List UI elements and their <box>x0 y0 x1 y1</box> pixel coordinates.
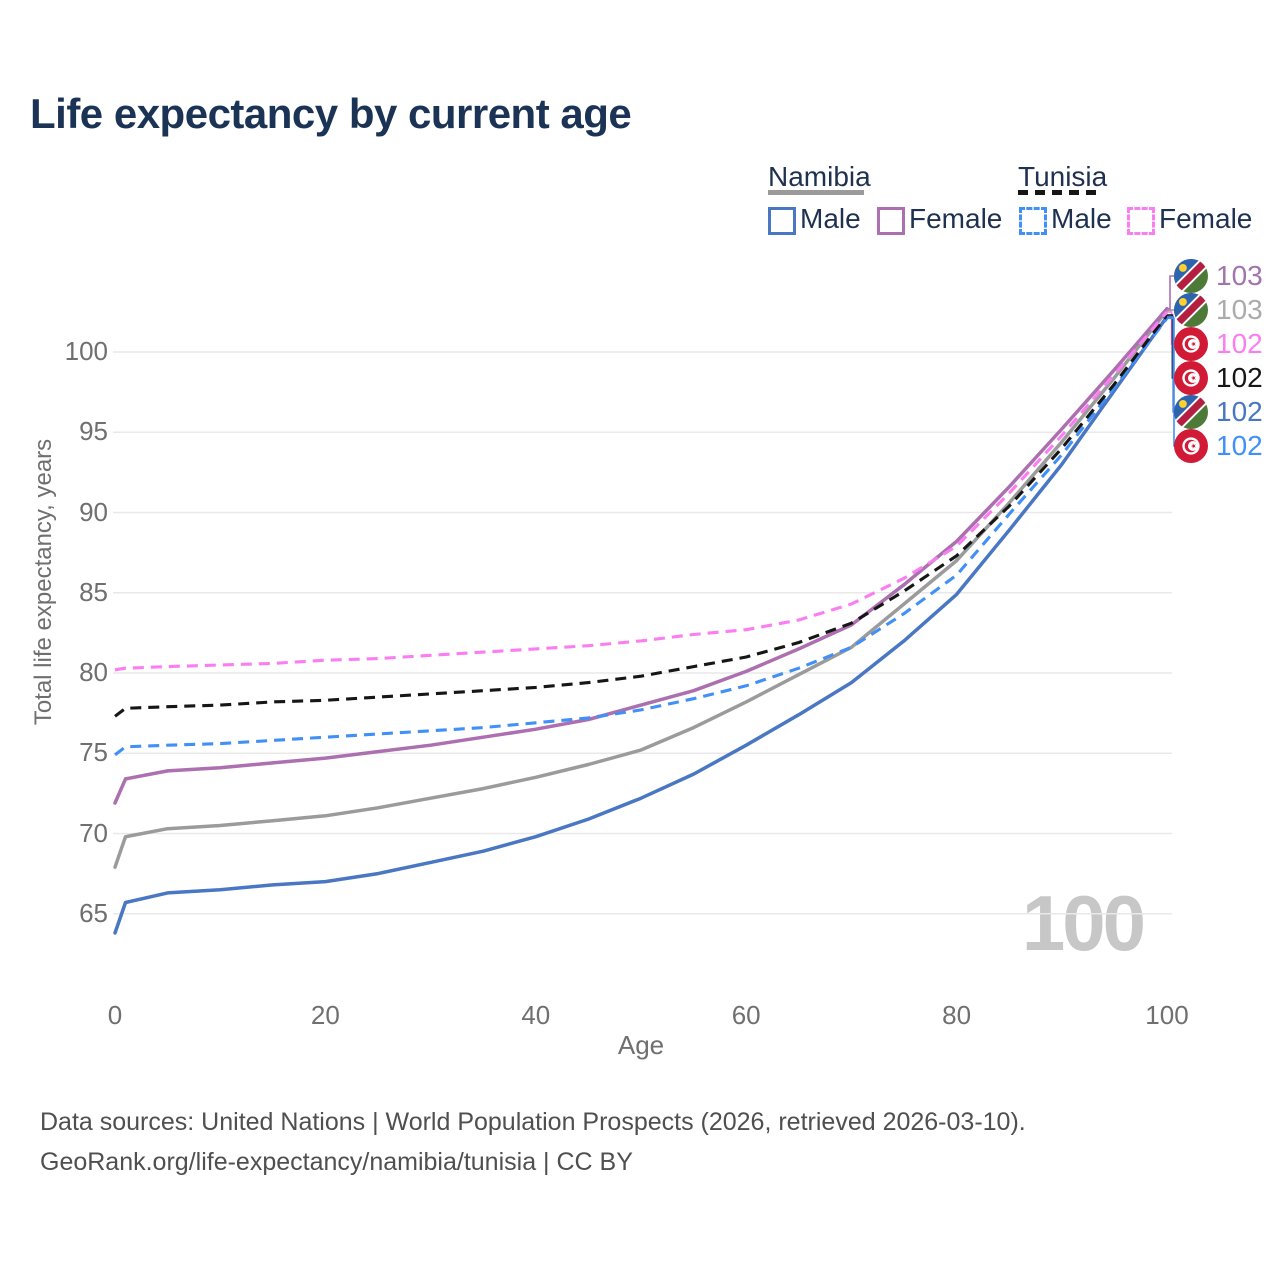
x-tick-label: 80 <box>915 1000 999 1031</box>
namibia-flag-icon <box>1174 259 1208 293</box>
legend-swatch-namibia-female[interactable] <box>877 207 905 235</box>
end-label-namibia-male: 102 <box>1174 393 1263 431</box>
y-tick-label: 100 <box>26 336 108 367</box>
end-label-tunisia-male: 102 <box>1174 427 1263 465</box>
tunisia-flag-icon <box>1174 361 1208 395</box>
page-title: Life expectancy by current age <box>30 90 631 138</box>
age-watermark: 100 <box>1022 878 1143 969</box>
namibia-flag-icon <box>1174 395 1208 429</box>
series-line-namibia-male <box>115 317 1167 933</box>
x-tick-label: 100 <box>1125 1000 1209 1031</box>
x-tick-label: 0 <box>73 1000 157 1031</box>
legend-underline-tunisia <box>1018 190 1103 195</box>
series-line-namibia-both <box>115 310 1167 867</box>
end-value: 102 <box>1216 328 1263 360</box>
y-tick-label: 70 <box>26 818 108 849</box>
legend-underline-namibia <box>768 190 864 195</box>
footer-data-sources: Data sources: United Nations | World Pop… <box>40 1108 1026 1137</box>
y-tick-label: 95 <box>26 416 108 447</box>
y-tick-label: 65 <box>26 898 108 929</box>
end-value: 102 <box>1216 430 1263 462</box>
tunisia-flag-icon <box>1174 429 1208 463</box>
x-axis-title: Age <box>601 1030 681 1061</box>
y-tick-label: 80 <box>26 657 108 688</box>
series-line-tunisia-female <box>115 312 1167 670</box>
series-line-tunisia-male <box>115 318 1167 755</box>
end-label-namibia-both: 103 <box>1174 291 1263 329</box>
end-label-tunisia-both: 102 <box>1174 359 1263 397</box>
end-label-tunisia-female: 102 <box>1174 325 1263 363</box>
y-tick-label: 90 <box>26 497 108 528</box>
legend-swatch-namibia-male[interactable] <box>768 207 796 235</box>
footer-attribution: GeoRank.org/life-expectancy/namibia/tuni… <box>40 1148 633 1177</box>
namibia-flag-icon <box>1174 395 1208 429</box>
end-value: 102 <box>1216 396 1263 428</box>
end-value: 103 <box>1216 260 1263 292</box>
end-label-namibia-female: 103 <box>1174 257 1263 295</box>
legend-group-tunisia: Tunisia <box>1018 161 1107 193</box>
legend-label-namibia-female[interactable]: Female <box>909 203 1002 235</box>
x-tick-label: 60 <box>704 1000 788 1031</box>
legend-swatch-tunisia-male[interactable] <box>1019 207 1047 235</box>
tunisia-flag-icon <box>1174 327 1208 361</box>
legend-swatch-tunisia-female[interactable] <box>1127 207 1155 235</box>
legend-group-namibia: Namibia <box>768 161 871 193</box>
tunisia-flag-icon <box>1174 327 1208 361</box>
y-tick-label: 85 <box>26 577 108 608</box>
namibia-flag-icon <box>1174 293 1208 327</box>
x-tick-label: 20 <box>283 1000 367 1031</box>
series-line-namibia-female <box>115 309 1167 803</box>
y-tick-label: 75 <box>26 737 108 768</box>
namibia-flag-icon <box>1174 293 1208 327</box>
legend-label-tunisia-male[interactable]: Male <box>1051 203 1112 235</box>
x-tick-label: 40 <box>494 1000 578 1031</box>
namibia-flag-icon <box>1174 259 1208 293</box>
series-line-tunisia-both <box>115 315 1167 716</box>
legend-label-namibia-male[interactable]: Male <box>800 203 861 235</box>
tunisia-flag-icon <box>1174 429 1208 463</box>
legend-label-tunisia-female[interactable]: Female <box>1159 203 1252 235</box>
end-value: 103 <box>1216 294 1263 326</box>
end-value: 102 <box>1216 362 1263 394</box>
tunisia-flag-icon <box>1174 361 1208 395</box>
